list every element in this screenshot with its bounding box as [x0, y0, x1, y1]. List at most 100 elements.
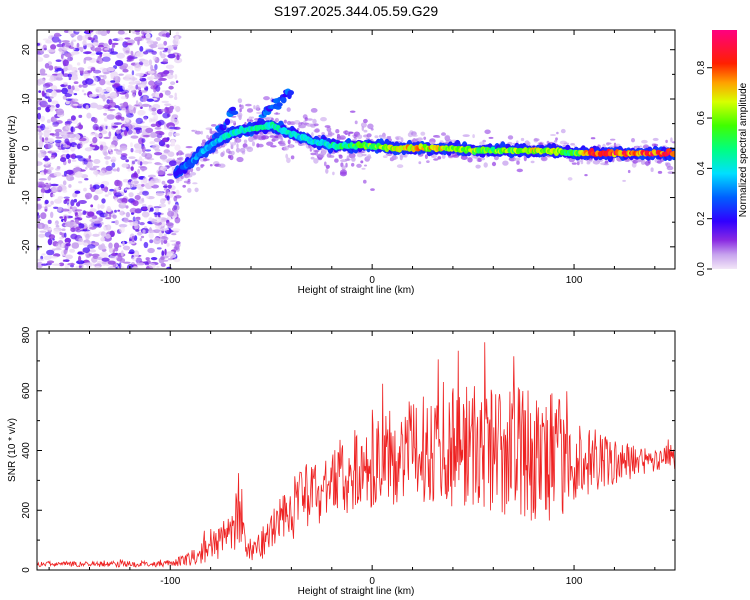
noise-blob — [111, 44, 116, 48]
halo-blob — [394, 135, 402, 140]
snr-xlabel: Height of straight line (km) — [298, 586, 415, 597]
halo-blob — [650, 167, 654, 172]
noise-blob — [141, 207, 148, 211]
noise-blob — [51, 100, 59, 105]
x-tick-label: 100 — [566, 576, 583, 587]
noise-blob — [137, 102, 143, 108]
noise-blob — [125, 50, 130, 54]
noise-blob — [110, 80, 116, 83]
noise-blob — [82, 83, 88, 88]
noise-blob — [111, 252, 118, 256]
noise-blob — [87, 211, 95, 217]
noise-blob — [48, 138, 54, 144]
noise-blob — [51, 185, 60, 193]
branch-2-blob — [287, 90, 294, 96]
halo-blob — [516, 168, 523, 173]
noise-blob — [115, 149, 122, 155]
noise-blob — [51, 193, 55, 197]
halo-blob — [420, 131, 426, 136]
noise-blob — [171, 233, 177, 236]
noise-blob — [67, 73, 73, 78]
noise-blob — [87, 244, 96, 249]
noise-blob — [37, 214, 41, 219]
halo-blob — [418, 161, 422, 165]
noise-blob — [163, 185, 168, 188]
noise-blob — [174, 96, 178, 100]
halo-blob — [214, 150, 219, 154]
noise-blob — [134, 195, 141, 200]
noise-blob — [60, 157, 67, 163]
noise-blob — [96, 60, 100, 63]
noise-blob — [148, 59, 153, 66]
noise-blob — [131, 180, 134, 185]
noise-blob — [75, 226, 81, 230]
noise-blob — [154, 213, 158, 218]
noise-blob — [76, 62, 81, 66]
noise-blob — [150, 123, 157, 128]
noise-blob — [135, 117, 143, 125]
halo-blob — [411, 134, 418, 137]
noise-blob — [123, 261, 131, 264]
noise-blob — [85, 166, 88, 170]
noise-blob — [152, 144, 160, 151]
halo-blob — [357, 134, 363, 139]
noise-blob — [168, 122, 174, 127]
noise-blob — [163, 40, 168, 46]
noise-blob — [135, 128, 141, 135]
noise-blob — [99, 251, 109, 259]
noise-blob — [41, 192, 44, 200]
noise-blob — [145, 127, 154, 134]
noise-blob — [132, 200, 139, 207]
noise-blob — [109, 51, 118, 55]
noise-blob — [55, 103, 60, 109]
noise-blob — [118, 262, 122, 269]
noise-blob — [103, 112, 108, 116]
noise-blob — [49, 157, 55, 160]
spectrogram-xlabel: Height of straight line (km) — [298, 285, 415, 296]
noise-blob — [69, 248, 76, 253]
halo-blob — [571, 162, 577, 165]
noise-blob — [164, 248, 167, 256]
noise-blob — [105, 224, 112, 231]
noise-blob — [161, 250, 165, 257]
ridge-core — [671, 150, 675, 158]
noise-blob — [54, 198, 62, 204]
noise-blob — [151, 107, 157, 112]
noise-blob — [172, 44, 178, 47]
noise-blob — [88, 93, 98, 98]
noise-blob — [62, 189, 68, 193]
noise-blob — [135, 229, 140, 232]
noise-blob — [50, 44, 57, 50]
halo-blob — [502, 160, 509, 166]
noise-blob — [67, 207, 72, 214]
halo-blob — [367, 123, 374, 130]
colorbar-tick-label: 0.6 — [696, 111, 707, 125]
noise-blob — [70, 75, 79, 81]
noise-blob — [154, 73, 161, 78]
noise-blob — [38, 178, 47, 181]
halo-blob — [523, 155, 527, 162]
noise-blob — [131, 177, 138, 181]
noise-blob — [85, 251, 91, 258]
noise-blob — [122, 83, 126, 90]
noise-blob — [69, 103, 74, 107]
noise-blob — [124, 188, 128, 191]
noise-blob — [70, 227, 76, 233]
noise-blob — [142, 203, 147, 207]
noise-blob — [141, 146, 146, 153]
noise-blob — [40, 115, 46, 122]
noise-blob — [55, 242, 62, 249]
noise-blob — [120, 202, 127, 206]
noise-blob — [99, 141, 104, 146]
noise-blob — [99, 78, 106, 86]
noise-blob — [135, 257, 142, 264]
noise-blob — [49, 106, 58, 111]
noise-blob — [51, 36, 60, 43]
noise-blob — [128, 240, 136, 245]
noise-blob — [103, 125, 106, 132]
halo-blob — [351, 162, 355, 167]
noise-blob — [94, 182, 101, 185]
noise-blob — [96, 104, 103, 110]
noise-blob — [152, 55, 157, 61]
noise-blob — [112, 214, 117, 219]
